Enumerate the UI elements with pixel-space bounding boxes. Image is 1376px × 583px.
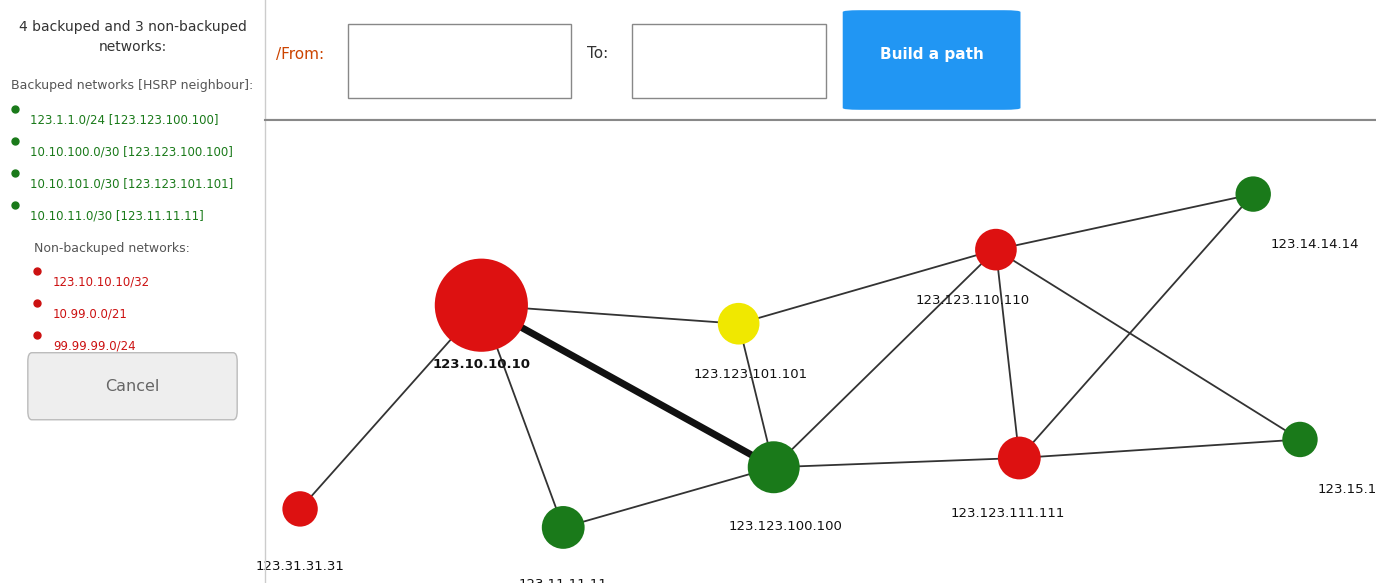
- Text: Backuped networks [HSRP neighbour]:: Backuped networks [HSRP neighbour]:: [11, 79, 253, 92]
- Text: 99.99.99.0/24: 99.99.99.0/24: [54, 340, 136, 353]
- Text: Cancel: Cancel: [106, 379, 160, 394]
- Text: 123.123.110.110: 123.123.110.110: [915, 294, 1029, 307]
- Text: 10.10.101.0/30 [123.123.101.101]: 10.10.101.0/30 [123.123.101.101]: [30, 178, 234, 191]
- FancyBboxPatch shape: [348, 24, 571, 99]
- Text: 10.99.0.0/21: 10.99.0.0/21: [54, 308, 128, 321]
- FancyBboxPatch shape: [632, 24, 826, 99]
- Text: 123.123.100.100: 123.123.100.100: [728, 521, 842, 533]
- Text: /From:: /From:: [277, 47, 325, 61]
- Text: 123.31.31.31: 123.31.31.31: [256, 560, 344, 573]
- Text: 10.10.100.0/30 [123.123.100.100]: 10.10.100.0/30 [123.123.100.100]: [30, 146, 234, 159]
- Point: [552, 523, 574, 532]
- Text: 4 backuped and 3 non-backuped
networks:: 4 backuped and 3 non-backuped networks:: [18, 20, 246, 54]
- FancyBboxPatch shape: [842, 10, 1021, 110]
- Text: Non-backuped networks:: Non-backuped networks:: [34, 242, 190, 255]
- Text: 123.15.15.15: 123.15.15.15: [1318, 483, 1376, 497]
- Point: [471, 300, 493, 310]
- Text: To:: To:: [588, 47, 608, 61]
- Text: 10.10.11.0/30 [123.11.11.11]: 10.10.11.0/30 [123.11.11.11]: [30, 210, 204, 223]
- Text: 123.14.14.14: 123.14.14.14: [1271, 238, 1359, 251]
- Point: [728, 319, 750, 328]
- Point: [1289, 435, 1311, 444]
- Text: 123.10.10.10: 123.10.10.10: [432, 359, 530, 371]
- Point: [762, 462, 784, 472]
- Text: 123.10.10.10/32: 123.10.10.10/32: [54, 276, 150, 289]
- Point: [1243, 189, 1265, 199]
- FancyBboxPatch shape: [28, 353, 237, 420]
- Text: 123.11.11.11: 123.11.11.11: [519, 578, 608, 583]
- Point: [289, 504, 311, 514]
- Text: Build a path: Build a path: [879, 47, 984, 61]
- Text: 123.123.111.111: 123.123.111.111: [951, 507, 1065, 519]
- Text: 123.123.101.101: 123.123.101.101: [694, 368, 808, 381]
- Point: [1009, 454, 1031, 463]
- Text: 123.1.1.0/24 [123.123.100.100]: 123.1.1.0/24 [123.123.100.100]: [30, 114, 219, 127]
- Point: [985, 245, 1007, 254]
